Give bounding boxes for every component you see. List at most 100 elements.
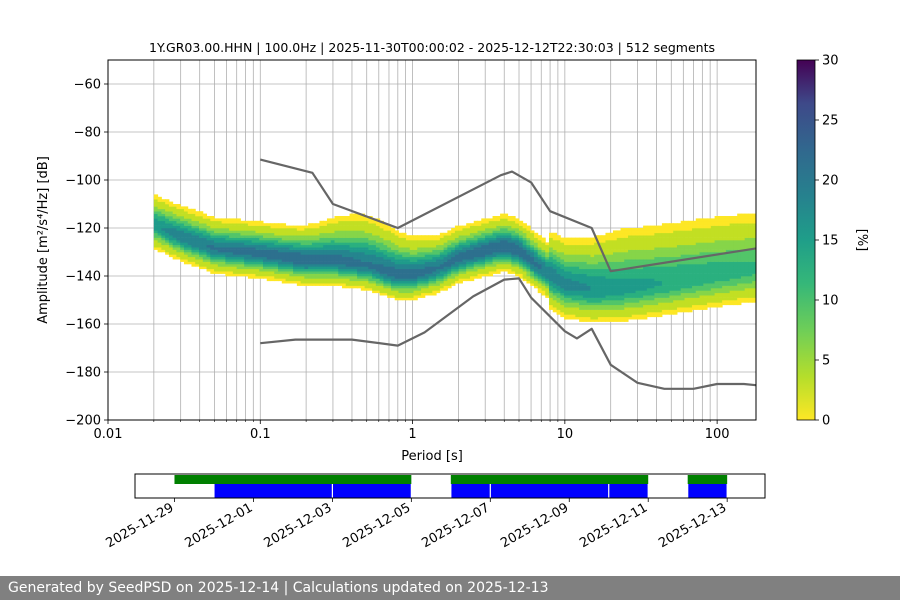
heatmap-cell [695, 254, 701, 258]
heatmap-cell [695, 297, 701, 301]
heatmap-cell [703, 283, 708, 286]
heatmap-cell [462, 235, 467, 238]
heatmap-cell [725, 295, 731, 298]
heatmap-cell [654, 302, 659, 306]
heatmap-cell [688, 285, 693, 289]
heatmap-cell [703, 264, 708, 267]
heatmap-cell [281, 244, 287, 248]
heatmap-cell [582, 316, 588, 320]
heatmap-cell [315, 240, 320, 243]
heatmap-cell [176, 244, 181, 248]
heatmap-cell [748, 232, 753, 236]
heatmap-cell [360, 273, 366, 277]
heatmap-cell [665, 266, 670, 270]
heatmap-cell [473, 225, 478, 229]
heatmap-cell [737, 273, 742, 277]
heatmap-cell [549, 254, 554, 258]
heatmap-cell [289, 261, 294, 265]
heatmap-cell [680, 280, 685, 284]
heatmap-cell [507, 235, 512, 238]
heatmap-cell [187, 249, 192, 253]
heatmap-cell [676, 247, 682, 250]
heatmap-cell [503, 213, 509, 217]
heatmap-cell [515, 225, 520, 229]
heatmap-cell [402, 244, 407, 248]
heatmap-cell [259, 254, 264, 258]
heatmap-cell [500, 264, 505, 267]
heatmap-cell [699, 244, 704, 248]
heatmap-cell [556, 292, 561, 296]
heatmap-cell [323, 259, 328, 262]
heatmap-cell [379, 247, 384, 250]
heatmap-cell [582, 249, 588, 253]
heatmap-cell [567, 307, 573, 310]
heatmap-cell [680, 242, 685, 246]
heatmap-cell [669, 261, 674, 265]
heatmap-cell [289, 225, 294, 229]
heatmap-cell [526, 271, 531, 274]
heatmap-cell [725, 216, 731, 219]
heatmap-cell [567, 261, 573, 265]
heatmap-cell [176, 232, 181, 236]
heatmap-cell [564, 249, 569, 253]
heatmap-cell [609, 256, 614, 260]
heatmap-cell [737, 252, 742, 255]
heatmap-cell [537, 276, 542, 279]
heatmap-cell [473, 256, 478, 260]
heatmap-cell [740, 247, 746, 250]
heatmap-cell [281, 225, 287, 229]
heatmap-cell [168, 208, 174, 212]
heatmap-cell [315, 244, 320, 248]
heatmap-cell [304, 237, 309, 241]
heatmap-cell [597, 264, 603, 267]
heatmap-cell [413, 240, 418, 243]
heatmap-cell [571, 295, 576, 298]
heatmap-cell [387, 280, 392, 284]
heatmap-cell [612, 319, 618, 322]
heatmap-cell [722, 271, 727, 274]
heatmap-cell [372, 271, 377, 274]
heatmap-cell [296, 280, 302, 284]
heatmap-cell [684, 302, 689, 306]
heatmap-cell [406, 288, 411, 291]
heatmap-cell [676, 304, 682, 308]
heatmap-cell [646, 252, 652, 255]
heatmap-cell [737, 266, 742, 270]
heatmap-cell [680, 278, 685, 282]
heatmap-cell [597, 266, 603, 270]
heatmap-cell [695, 304, 701, 308]
heatmap-cell [262, 228, 268, 231]
heatmap-cell [628, 302, 633, 306]
heatmap-cell [270, 271, 275, 274]
heatmap-cell [703, 290, 708, 294]
heatmap-cell [695, 237, 701, 241]
heatmap-cell [432, 247, 437, 250]
heatmap-cell [274, 237, 279, 241]
heatmap-cell [439, 288, 445, 291]
heatmap-cell [718, 259, 723, 262]
heatmap-cell [707, 283, 712, 286]
heatmap-cell [665, 252, 670, 255]
heatmap-cell [458, 254, 463, 258]
heatmap-cell [308, 271, 313, 274]
heatmap-cell [492, 268, 497, 272]
heatmap-cell [157, 232, 162, 236]
heatmap-cell [409, 261, 415, 265]
heatmap-cell [654, 247, 659, 250]
heatmap-cell [492, 220, 497, 224]
heatmap-cell [443, 240, 448, 243]
heatmap-cell [744, 285, 749, 289]
heatmap-cell [511, 259, 516, 262]
heatmap-cell [579, 280, 584, 284]
heatmap-cell [597, 283, 603, 286]
heatmap-cell [703, 292, 708, 296]
heatmap-cell [628, 244, 633, 248]
heatmap-cell [326, 280, 332, 284]
heatmap-cell [631, 288, 637, 291]
heatmap-cell [379, 266, 384, 270]
heatmap-cell [646, 230, 652, 234]
heatmap-cell [379, 280, 384, 284]
heatmap-cell [601, 288, 606, 291]
heatmap-cell [387, 225, 392, 229]
heatmap-cell [643, 256, 648, 260]
